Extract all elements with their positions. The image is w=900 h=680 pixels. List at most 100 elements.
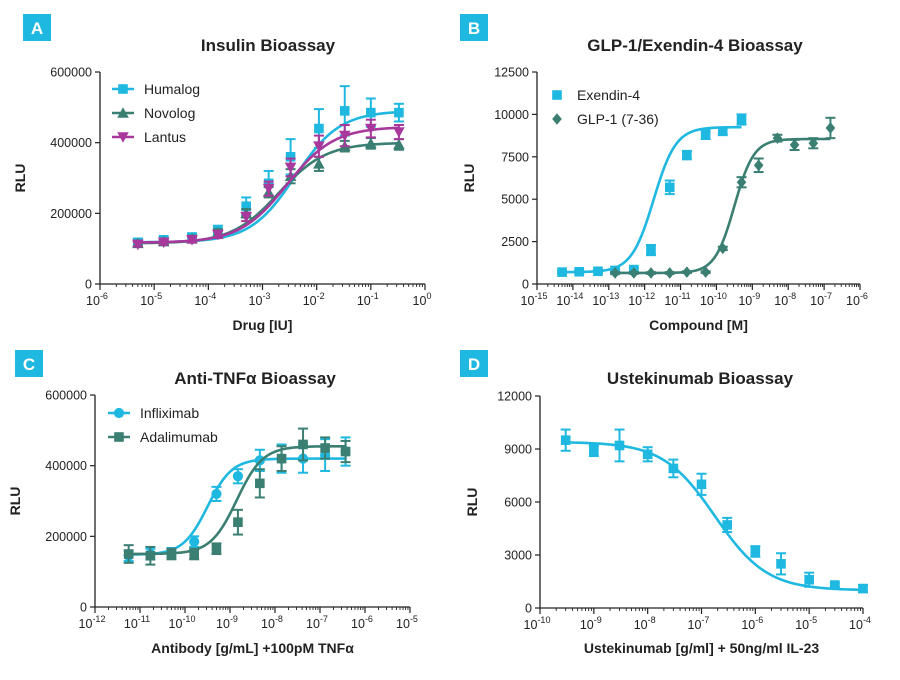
y-tick-label: 400000: [50, 136, 92, 150]
data-point: [211, 488, 222, 500]
panel-badge-label: D: [468, 355, 480, 374]
x-tick-label: 10-2: [303, 291, 325, 308]
data-point: [696, 479, 707, 490]
data-point: [394, 107, 404, 118]
y-axis-label: RLU: [464, 488, 480, 517]
x-tick-label: 100: [413, 291, 432, 308]
x-tick-label: 10-11: [664, 291, 690, 308]
data-point: [314, 123, 324, 134]
data-point: [830, 580, 840, 590]
legend-label: Adalimumab: [140, 429, 218, 445]
data-point: [808, 137, 819, 150]
data-point: [750, 546, 761, 557]
data-point: [276, 453, 287, 464]
x-tick-label: 10-5: [396, 614, 418, 631]
x-tick-label: 10-6: [846, 291, 868, 308]
panel-badge: [460, 350, 488, 377]
data-point: [753, 159, 764, 172]
x-tick-label: 10-4: [194, 291, 216, 308]
x-tick-label: 10-10: [169, 614, 196, 631]
data-point: [240, 212, 252, 223]
x-tick-label: 10-5: [795, 615, 817, 632]
data-point: [682, 266, 692, 278]
panel-badge-label: A: [31, 19, 43, 38]
legend-item: Lantus: [112, 129, 186, 145]
data-point: [232, 471, 244, 482]
y-tick-label: 0: [85, 278, 92, 292]
x-tick-label: 10-9: [738, 291, 760, 308]
y-tick-label: 6000: [504, 496, 532, 510]
x-tick-label: 10-10: [524, 615, 551, 632]
data-point: [313, 158, 325, 169]
x-tick-label: 10-14: [556, 291, 583, 308]
data-point: [664, 267, 675, 279]
legend-marker: [118, 84, 128, 94]
x-tick-label: 10-7: [306, 614, 328, 631]
y-tick-label: 0: [80, 601, 87, 615]
data-point: [284, 162, 297, 174]
data-point: [700, 266, 711, 278]
legend-label: Lantus: [144, 129, 186, 145]
x-tick-label: 10-6: [86, 291, 108, 308]
data-point: [789, 139, 800, 151]
legend-label: GLP-1 (7-36): [577, 111, 659, 127]
data-point: [285, 152, 296, 162]
legend-marker: [114, 432, 124, 442]
legend-marker: [552, 113, 562, 125]
fit-curve: [128, 457, 346, 556]
data-point: [262, 183, 275, 195]
fit-curve: [137, 126, 399, 244]
x-tick-label: 10-11: [124, 614, 150, 631]
data-point: [646, 245, 656, 255]
x-axis-label: Compound [M]: [649, 317, 748, 333]
data-point: [804, 574, 814, 585]
y-axis-label: RLU: [12, 164, 28, 193]
y-tick-label: 0: [522, 278, 529, 292]
data-point: [393, 127, 405, 138]
data-point: [320, 443, 330, 453]
panel-badge: [460, 14, 488, 41]
series-glp-1-7-36-: [610, 116, 836, 279]
legend-marker: [117, 107, 129, 118]
x-tick-label: 10-6: [351, 614, 373, 631]
legend-marker: [117, 132, 129, 143]
panel-badge: [23, 14, 51, 41]
y-tick-label: 200000: [45, 530, 87, 544]
data-point: [557, 267, 567, 277]
y-axis-label: RLU: [461, 164, 477, 193]
legend-marker: [552, 90, 562, 100]
x-tick-label: 10-4: [849, 615, 871, 632]
panel-c: C Anti-TNFα Bioassay 0 200000 400000 600000 10…: [7, 350, 418, 656]
data-point: [339, 106, 350, 116]
data-point: [825, 122, 836, 134]
y-tick-label: 10000: [494, 108, 529, 122]
y-tick-label: 7500: [501, 150, 529, 164]
x-tick-label: 10-9: [216, 614, 238, 631]
x-tick-label: 10-7: [810, 291, 832, 308]
y-tick-label: 2500: [501, 235, 529, 249]
legend-label: Infliximab: [140, 405, 199, 421]
data-point: [646, 267, 656, 279]
y-tick-label: 600000: [45, 389, 87, 403]
fit-curve: [562, 125, 742, 274]
y-tick-label: 3000: [504, 549, 532, 563]
legend-item: Novolog: [112, 105, 195, 121]
legend-label: Humalog: [144, 81, 200, 97]
data-point: [629, 267, 639, 279]
x-tick-label: 10-8: [774, 291, 796, 308]
data-point: [772, 132, 783, 144]
y-axis-label: RLU: [7, 487, 23, 516]
x-tick-label: 10-8: [634, 615, 656, 632]
x-tick-label: 10-3: [249, 291, 271, 308]
data-point: [610, 267, 620, 279]
series-adalimumab: [123, 427, 351, 566]
x-tick-label: 10-6: [741, 615, 763, 632]
panel-badge-label: B: [468, 19, 480, 38]
chart-title: GLP-1/Exendin-4 Bioassay: [587, 36, 803, 55]
data-point: [255, 478, 265, 489]
data-point: [717, 126, 728, 137]
data-point: [298, 439, 308, 450]
data-point: [132, 239, 144, 251]
series-data: [560, 428, 868, 594]
